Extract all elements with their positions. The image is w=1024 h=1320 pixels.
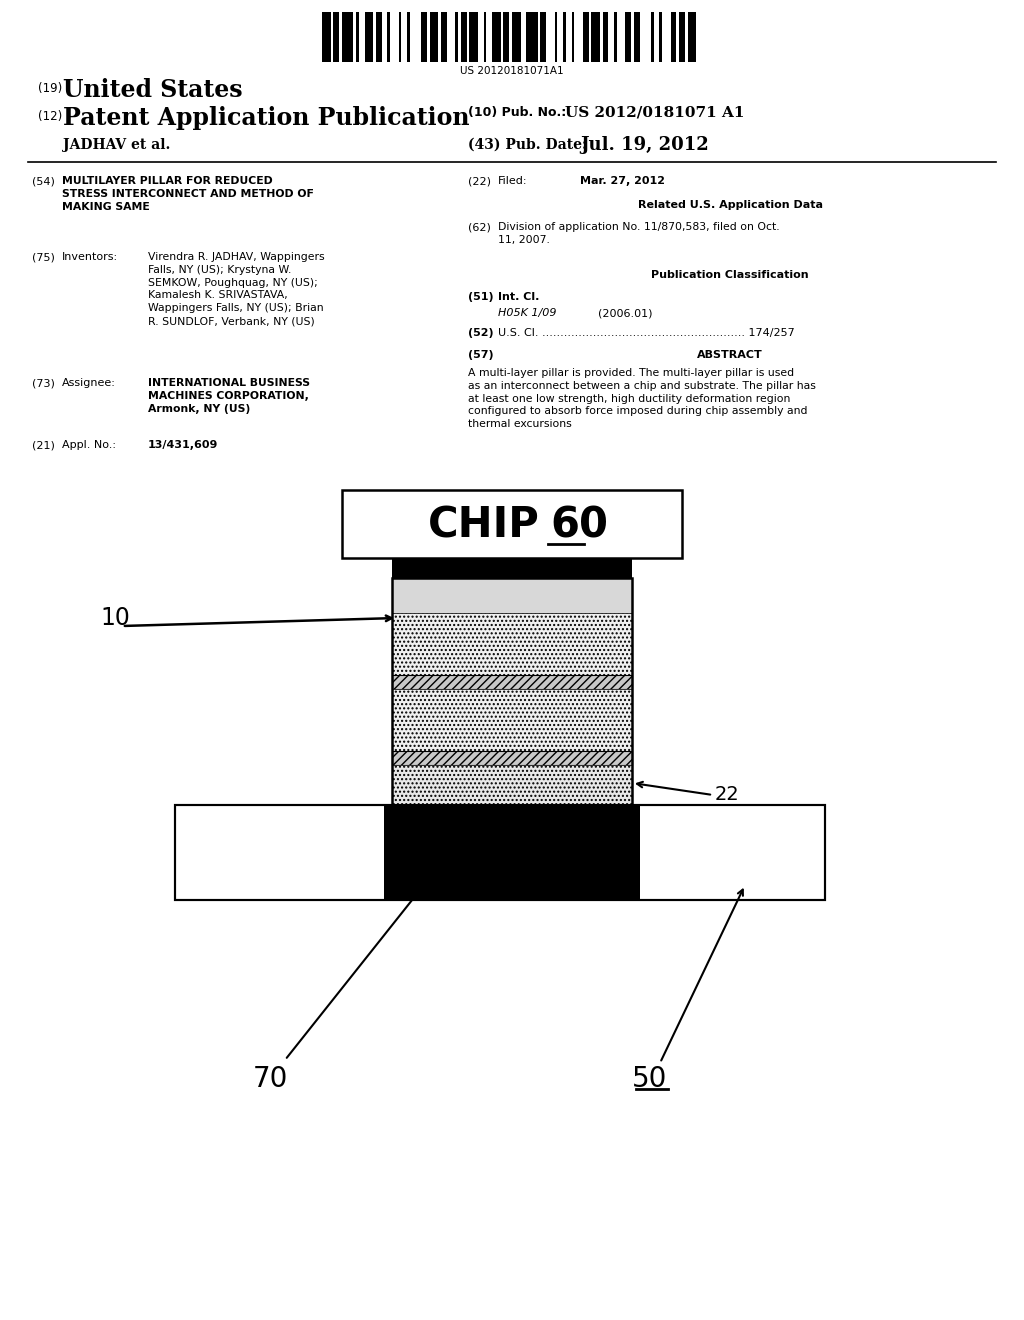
Bar: [555, 12, 557, 62]
Bar: [483, 12, 486, 62]
Text: (19): (19): [38, 82, 62, 95]
Bar: [384, 805, 640, 900]
Bar: [356, 12, 358, 62]
Text: INTERNATIONAL BUSINESS
MACHINES CORPORATION,
Armonk, NY (US): INTERNATIONAL BUSINESS MACHINES CORPORAT…: [148, 378, 310, 413]
Text: (12): (12): [38, 110, 62, 123]
Text: 22: 22: [715, 785, 739, 804]
Text: Assignee:: Assignee:: [62, 378, 116, 388]
Text: (22): (22): [468, 176, 490, 186]
Text: (54): (54): [32, 176, 55, 186]
Text: A multi-layer pillar is provided. The multi-layer pillar is used
as an interconn: A multi-layer pillar is provided. The mu…: [468, 368, 816, 429]
Text: Appl. No.:: Appl. No.:: [62, 440, 116, 450]
Text: (57): (57): [468, 350, 494, 360]
Bar: [342, 12, 353, 62]
Bar: [592, 12, 600, 62]
Text: 10: 10: [100, 606, 130, 630]
Bar: [365, 12, 373, 62]
Text: Related U.S. Application Data: Related U.S. Application Data: [638, 201, 822, 210]
Text: (51): (51): [468, 292, 494, 302]
Bar: [688, 12, 696, 62]
Text: (73): (73): [32, 378, 55, 388]
Bar: [175, 805, 825, 900]
Text: ABSTRACT: ABSTRACT: [697, 350, 763, 360]
Bar: [421, 12, 427, 62]
Text: MULTILAYER PILLAR FOR REDUCED
STRESS INTERCONNECT AND METHOD OF
MAKING SAME: MULTILAYER PILLAR FOR REDUCED STRESS INT…: [62, 176, 314, 211]
Bar: [398, 12, 401, 62]
Text: Inventors:: Inventors:: [62, 252, 118, 261]
Bar: [634, 12, 640, 62]
Bar: [376, 12, 382, 62]
Text: Mar. 27, 2012: Mar. 27, 2012: [580, 176, 665, 186]
Bar: [322, 12, 331, 62]
Bar: [392, 558, 632, 578]
Bar: [392, 689, 632, 751]
Text: CHIP: CHIP: [428, 506, 540, 546]
Bar: [493, 12, 501, 62]
Bar: [512, 12, 520, 62]
Bar: [614, 12, 616, 62]
Text: US 20120181071A1: US 20120181071A1: [460, 66, 564, 77]
Text: 13/431,609: 13/431,609: [148, 440, 218, 450]
Bar: [342, 490, 682, 558]
Text: (43) Pub. Date:: (43) Pub. Date:: [468, 139, 587, 152]
Text: Publication Classification: Publication Classification: [651, 271, 809, 280]
Text: 70: 70: [252, 1065, 288, 1093]
Bar: [392, 766, 632, 805]
Bar: [504, 12, 509, 62]
Bar: [671, 12, 677, 62]
Bar: [430, 12, 438, 62]
Text: (10) Pub. No.:: (10) Pub. No.:: [468, 106, 566, 119]
Text: U.S. Cl. ........................................................ 174/257: U.S. Cl. ...............................…: [498, 327, 795, 338]
Bar: [526, 12, 538, 62]
Text: Patent Application Publication: Patent Application Publication: [63, 106, 469, 129]
Text: United States: United States: [63, 78, 243, 102]
Bar: [408, 12, 410, 62]
Bar: [571, 12, 574, 62]
Bar: [392, 578, 632, 805]
Text: US 2012/0181071 A1: US 2012/0181071 A1: [565, 106, 744, 120]
Bar: [392, 675, 632, 689]
Text: (75): (75): [32, 252, 55, 261]
Text: Jul. 19, 2012: Jul. 19, 2012: [580, 136, 709, 154]
Bar: [679, 12, 685, 62]
Text: (62): (62): [468, 222, 490, 232]
Text: 60: 60: [550, 506, 608, 546]
Bar: [603, 12, 608, 62]
Bar: [392, 751, 632, 766]
Bar: [441, 12, 446, 62]
Text: (2006.01): (2006.01): [598, 308, 652, 318]
Bar: [461, 12, 467, 62]
Bar: [469, 12, 478, 62]
Bar: [583, 12, 589, 62]
Bar: [387, 12, 390, 62]
Bar: [563, 12, 566, 62]
Text: Filed:: Filed:: [498, 176, 527, 186]
Text: Int. Cl.: Int. Cl.: [498, 292, 540, 302]
Bar: [456, 12, 458, 62]
Text: JADHAV et al.: JADHAV et al.: [63, 139, 170, 152]
Bar: [541, 12, 546, 62]
Text: Division of application No. 11/870,583, filed on Oct.
11, 2007.: Division of application No. 11/870,583, …: [498, 222, 779, 244]
Bar: [175, 805, 825, 900]
Text: 50: 50: [632, 1065, 668, 1093]
Bar: [659, 12, 663, 62]
Text: Virendra R. JADHAV, Wappingers
Falls, NY (US); Krystyna W.
SEMKOW, Poughquag, NY: Virendra R. JADHAV, Wappingers Falls, NY…: [148, 252, 325, 326]
Bar: [334, 12, 339, 62]
Text: (21): (21): [32, 440, 55, 450]
Bar: [651, 12, 653, 62]
Text: H05K 1/09: H05K 1/09: [498, 308, 556, 318]
Bar: [392, 578, 632, 612]
Bar: [392, 612, 632, 675]
Text: (52): (52): [468, 327, 494, 338]
Bar: [626, 12, 631, 62]
